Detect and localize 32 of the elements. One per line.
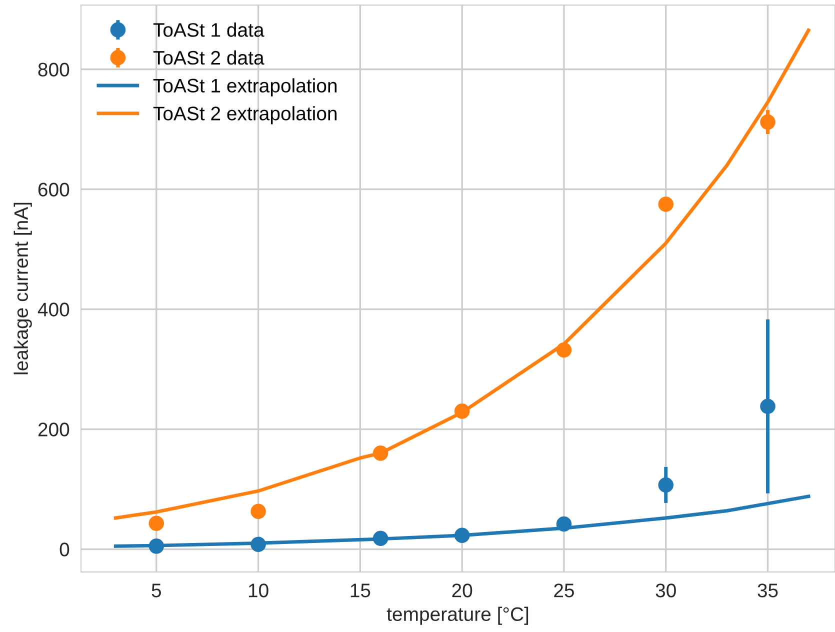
point [148, 516, 164, 532]
y-tick-label: 400 [38, 302, 70, 316]
x-tick-label: 25 [554, 584, 574, 598]
point [250, 504, 266, 520]
point [658, 196, 674, 212]
x-tick-label: 5 [152, 584, 161, 598]
point [372, 446, 388, 461]
point [148, 538, 164, 554]
x-tick-label: 20 [452, 584, 472, 598]
legend-label: ToASt 1 extrapolation [153, 78, 337, 96]
point [454, 404, 470, 419]
y-tick-label: 800 [38, 62, 70, 76]
x-tick-label: 15 [350, 584, 370, 598]
x-axis-title: temperature [°C] [386, 606, 528, 625]
legend-label: ToASt 1 data [153, 22, 264, 37]
point [250, 536, 266, 552]
point [372, 530, 388, 546]
x-tick-label: 10 [248, 584, 268, 598]
point [760, 114, 776, 130]
y-tick-label: 200 [38, 422, 70, 436]
y-tick-label: 0 [60, 542, 70, 556]
y-axis-title: leakage current [nA] [14, 202, 32, 374]
legend-label: ToASt 2 extrapolation [153, 106, 337, 124]
x-tick-label: 35 [758, 584, 778, 598]
point [556, 342, 572, 358]
point [760, 398, 776, 414]
point [658, 477, 674, 493]
legend-label: ToASt 2 data [153, 50, 264, 65]
x-tick-label: 30 [656, 584, 676, 598]
point [454, 528, 470, 544]
y-tick-label: 600 [38, 182, 70, 196]
point [556, 516, 572, 532]
